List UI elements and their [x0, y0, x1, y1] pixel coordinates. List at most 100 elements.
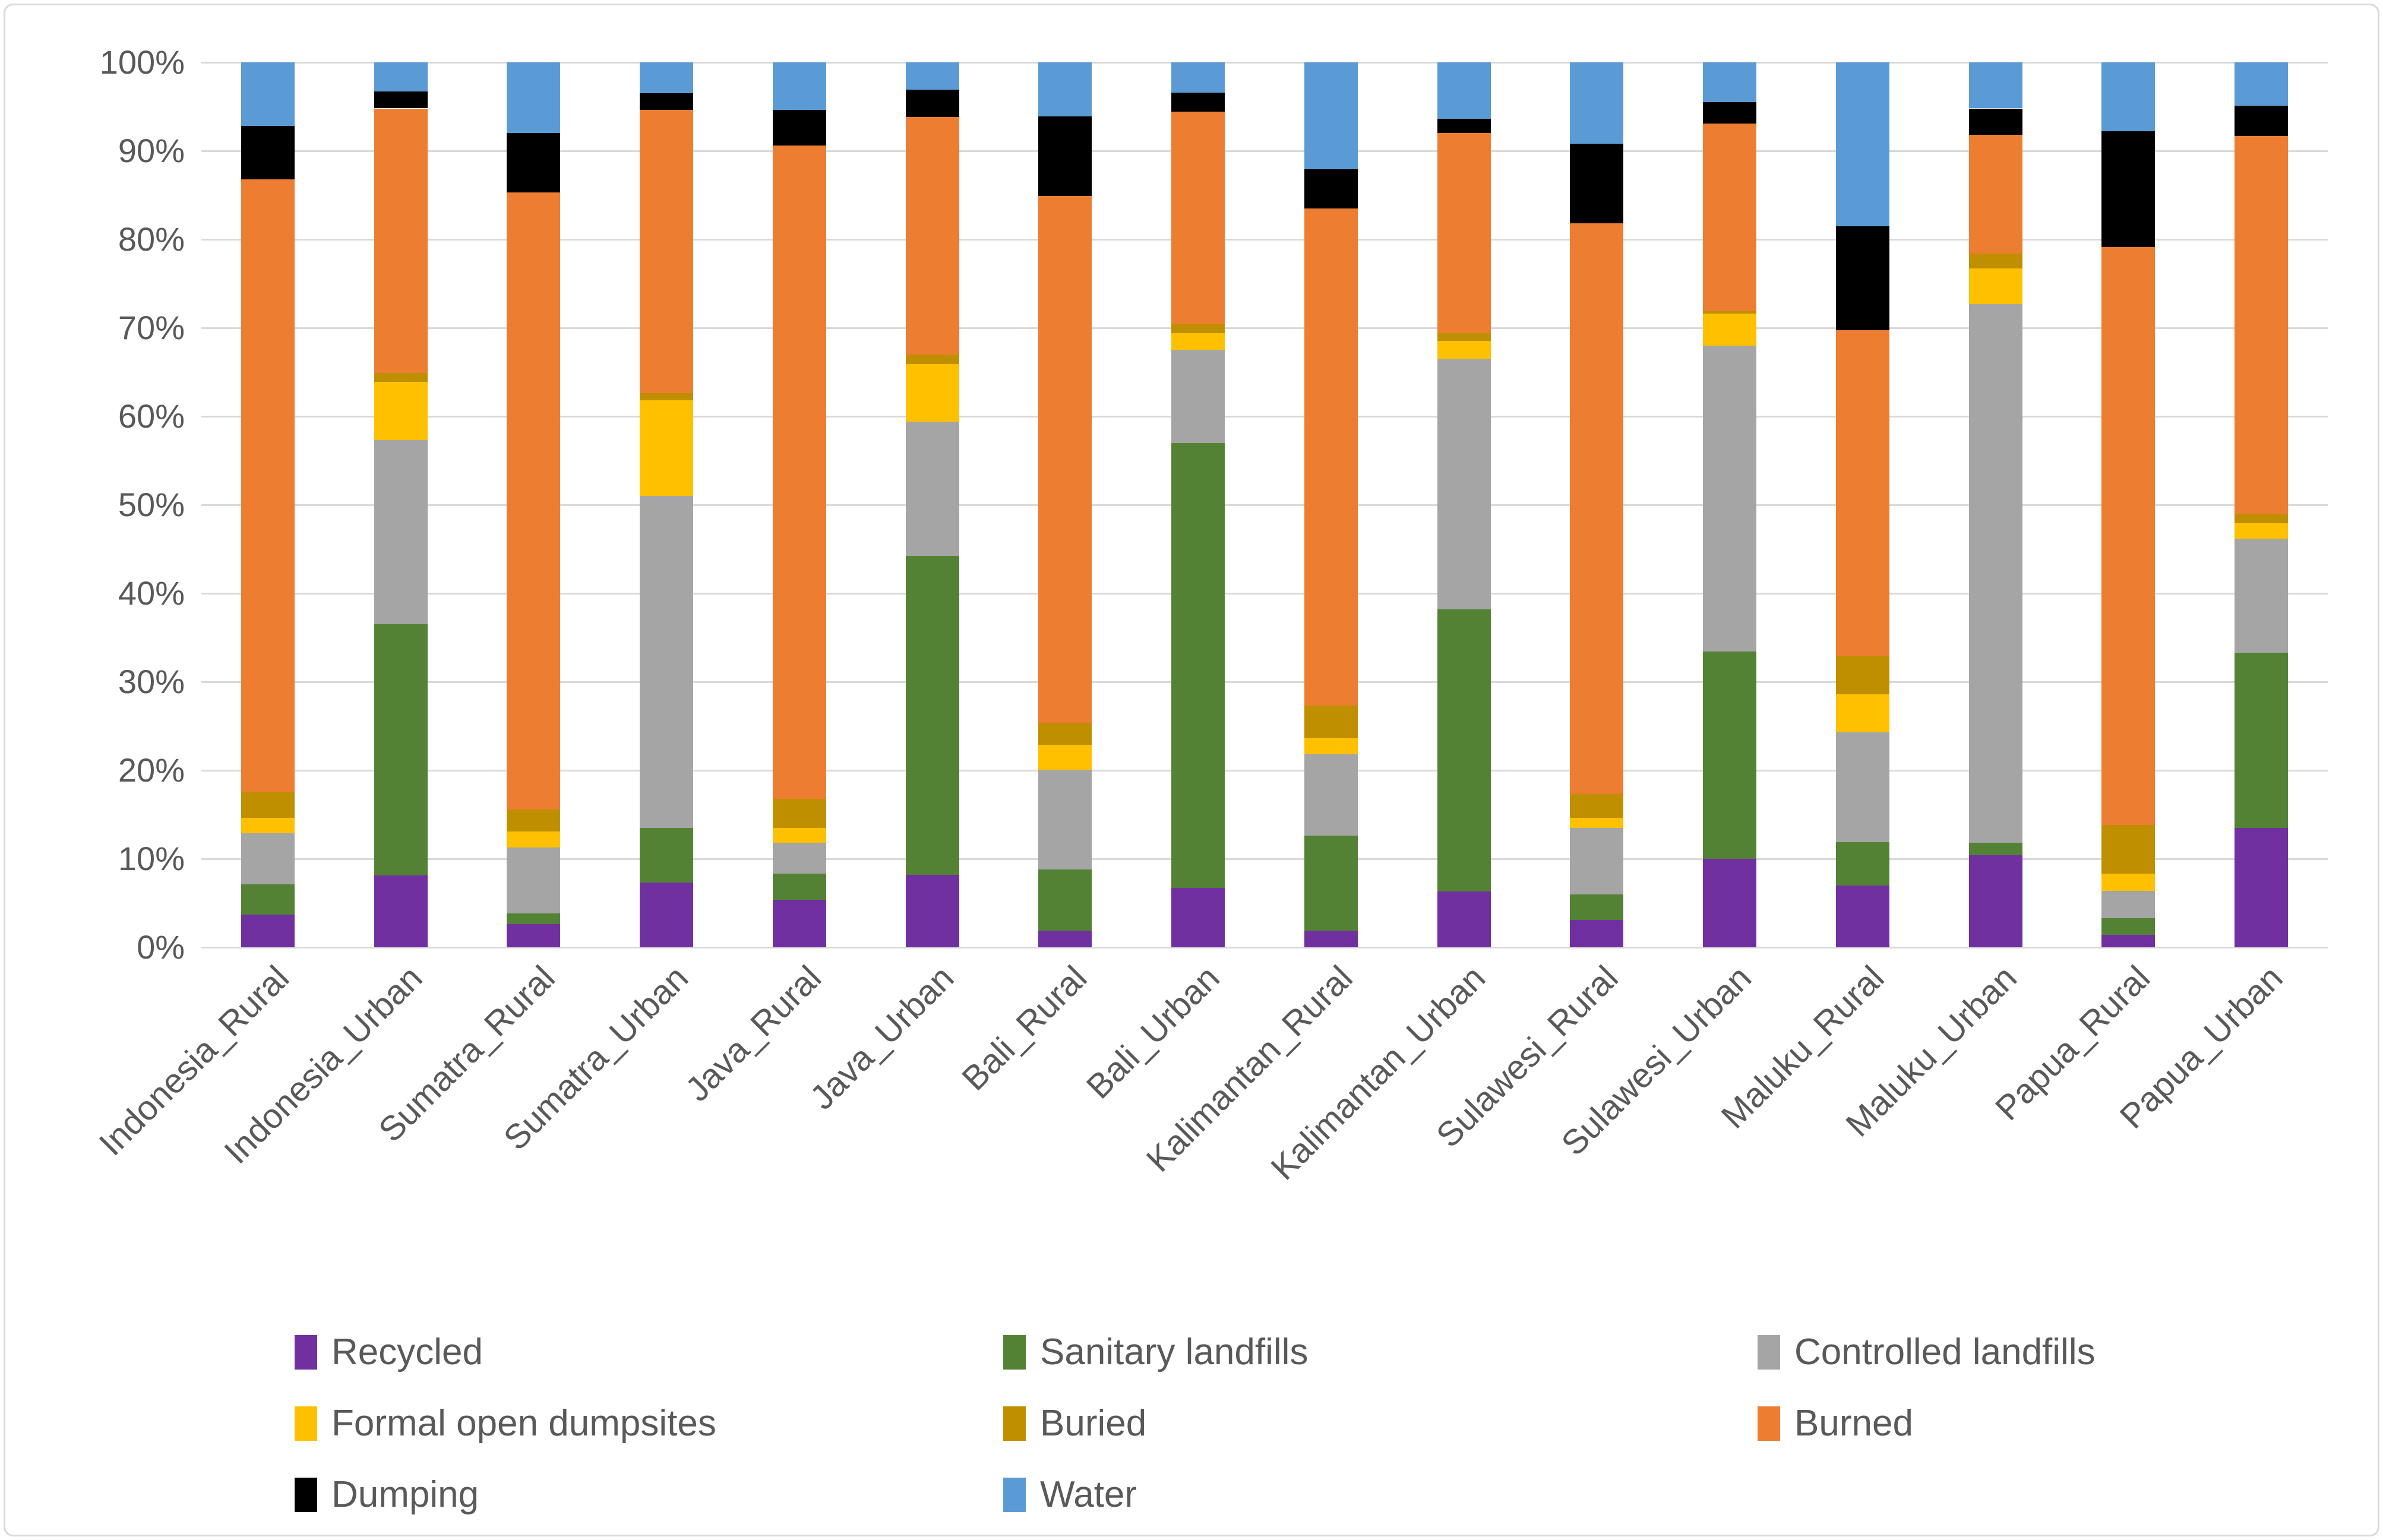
plot-area: [201, 61, 2328, 948]
bar-segment-buried: [241, 791, 295, 818]
bar-segment-buried: [1835, 656, 1889, 694]
bar-segment-controlled-landfills: [1703, 345, 1757, 652]
bar-segment-dumping: [1968, 108, 2022, 135]
bar-segment-water: [1171, 62, 1225, 93]
bar-segment-sanitary-landfills: [1038, 869, 1092, 931]
bar-segment-recycled: [1171, 888, 1225, 947]
legend-label: Water: [1040, 1474, 1137, 1515]
legend-swatch-icon: [295, 1406, 317, 1441]
bar-segment-sanitary-landfills: [1835, 842, 1889, 886]
bar-segment-burned: [507, 192, 561, 809]
bar-segment-recycled: [905, 874, 959, 947]
bar-segment-sanitary-landfills: [1171, 442, 1225, 888]
bar-Maluku_Urban: [1968, 62, 2022, 947]
bar-segment-water: [772, 62, 826, 110]
legend-item-controlled-landfills: Controlled landfills: [1758, 1331, 2096, 1373]
legend-label: Buried: [1040, 1403, 1147, 1444]
bar-segment-sanitary-landfills: [1968, 843, 2022, 856]
gridline-50%: [201, 504, 2328, 506]
bar-segment-sanitary-landfills: [374, 624, 428, 876]
bar-segment-burned: [905, 117, 959, 355]
bar-segment-controlled-landfills: [1570, 827, 1624, 894]
gridline-80%: [201, 238, 2328, 241]
bar-segment-sanitary-landfills: [241, 884, 295, 915]
y-tick-label: 90%: [118, 132, 185, 169]
bar-segment-dumping: [374, 91, 428, 109]
y-tick-label: 60%: [118, 397, 185, 435]
gridline-100%: [201, 61, 2328, 64]
y-tick-label: 20%: [118, 751, 185, 789]
bar-segment-sanitary-landfills: [2101, 918, 2156, 935]
legend-swatch-icon: [1003, 1477, 1026, 1512]
bar-segment-water: [507, 62, 561, 134]
gridline-10%: [201, 858, 2328, 860]
bar-segment-formal-open-dumpsites: [905, 364, 959, 422]
bar-Kalimantan_Urban: [1437, 62, 1491, 947]
bar-segment-controlled-landfills: [772, 843, 826, 874]
bar-Papua_Rural: [2101, 62, 2156, 947]
bar-segment-dumping: [1703, 102, 1757, 124]
bar-segment-water: [640, 62, 694, 94]
bar-Bali_Urban: [1171, 62, 1225, 947]
bar-segment-dumping: [905, 90, 959, 118]
legend-label: Dumping: [331, 1474, 479, 1515]
bar-segment-burned: [2235, 135, 2289, 515]
bar-segment-formal-open-dumpsites: [2101, 874, 2156, 891]
bar-segment-dumping: [2235, 106, 2289, 136]
bar-segment-recycled: [1570, 919, 1624, 947]
bar-segment-formal-open-dumpsites: [1437, 341, 1491, 359]
bar-segment-buried: [1570, 794, 1624, 818]
bar-segment-water: [1437, 62, 1491, 119]
bar-segment-dumping: [1570, 144, 1624, 224]
bar-segment-burned: [772, 146, 826, 799]
legend-item-burned: Burned: [1758, 1402, 1913, 1444]
bar-segment-water: [1304, 62, 1358, 170]
bar-Java_Rural: [772, 62, 826, 947]
bar-segment-recycled: [1835, 885, 1889, 947]
bar-segment-recycled: [1968, 855, 2022, 947]
bar-segment-buried: [772, 798, 826, 828]
bar-Maluku_Rural: [1835, 62, 1889, 947]
bar-segment-buried: [640, 393, 694, 401]
bar-segment-controlled-landfills: [1038, 769, 1092, 869]
bar-segment-recycled: [640, 883, 694, 947]
bar-segment-recycled: [1703, 859, 1757, 947]
bar-segment-formal-open-dumpsites: [1171, 333, 1225, 350]
bar-segment-controlled-landfills: [374, 440, 428, 625]
gridline-30%: [201, 681, 2328, 683]
legend-item-dumping: Dumping: [295, 1473, 479, 1516]
bar-segment-formal-open-dumpsites: [2235, 523, 2289, 539]
legend-item-formal-open-dumpsites: Formal open dumpsites: [295, 1402, 716, 1444]
legend-item-sanitary-landfills: Sanitary landfills: [1003, 1331, 1308, 1373]
bar-segment-sanitary-landfills: [1703, 652, 1757, 859]
bar-segment-dumping: [640, 93, 694, 110]
bar-Indonesia_Rural: [241, 62, 295, 947]
bar-segment-dumping: [1038, 116, 1092, 196]
legend-label: Burned: [1794, 1403, 1913, 1444]
legend-swatch-icon: [1003, 1335, 1026, 1370]
bar-segment-recycled: [2235, 827, 2289, 947]
bar-Sumatra_Rural: [507, 62, 561, 947]
bar-segment-burned: [1968, 135, 2022, 254]
y-tick-label: 70%: [118, 309, 185, 346]
bar-segment-controlled-landfills: [241, 833, 295, 885]
bar-segment-formal-open-dumpsites: [640, 400, 694, 497]
bar-segment-formal-open-dumpsites: [241, 818, 295, 833]
bar-segment-dumping: [1835, 226, 1889, 331]
bar-segment-recycled: [374, 875, 428, 947]
legend-swatch-icon: [1758, 1335, 1780, 1370]
legend-swatch-icon: [1003, 1406, 1026, 1441]
bar-segment-water: [2101, 62, 2156, 132]
bar-segment-sanitary-landfills: [2235, 652, 2289, 828]
bar-segment-sanitary-landfills: [1437, 609, 1491, 892]
bar-Bali_Rural: [1038, 62, 1092, 947]
bar-segment-sanitary-landfills: [640, 827, 694, 883]
bar-segment-water: [1968, 62, 2022, 109]
bar-segment-burned: [1703, 123, 1757, 311]
bar-segment-sanitary-landfills: [1304, 836, 1358, 931]
bar-segment-dumping: [1437, 119, 1491, 134]
bar-segment-formal-open-dumpsites: [1703, 314, 1757, 346]
bar-Java_Urban: [905, 62, 959, 947]
bar-segment-formal-open-dumpsites: [1304, 738, 1358, 755]
bar-segment-water: [241, 62, 295, 127]
